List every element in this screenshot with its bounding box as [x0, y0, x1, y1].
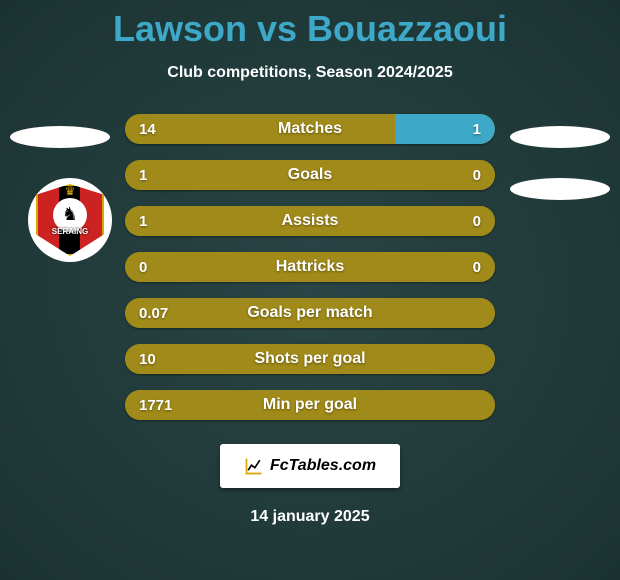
page-subtitle: Club competitions, Season 2024/2025	[0, 64, 620, 82]
stat-label: Hattricks	[125, 252, 495, 282]
page-title: Lawson vs Bouazzaoui	[0, 0, 620, 50]
stat-row: 1771Min per goal	[125, 390, 495, 420]
stat-row: 141Matches	[125, 114, 495, 144]
stat-label: Goals	[125, 160, 495, 190]
stat-label: Goals per match	[125, 298, 495, 328]
player-left-oval	[10, 126, 110, 148]
stat-row: 10Assists	[125, 206, 495, 236]
crest-label: SERAING	[38, 227, 102, 236]
stat-row: 10Goals	[125, 160, 495, 190]
stat-row: 00Hattricks	[125, 252, 495, 282]
stat-row: 10Shots per goal	[125, 344, 495, 374]
crest-crown-icon: ♛	[65, 184, 76, 198]
player-right-oval-2	[510, 178, 610, 200]
player-right-oval-1	[510, 126, 610, 148]
stat-row: 0.07Goals per match	[125, 298, 495, 328]
club-crest-left: ♛ ♞ SERAING	[28, 178, 112, 262]
stat-label: Shots per goal	[125, 344, 495, 374]
brand-badge[interactable]: FcTables.com	[220, 444, 400, 488]
footer-date: 14 january 2025	[0, 508, 620, 526]
chart-icon	[244, 456, 264, 476]
stat-label: Assists	[125, 206, 495, 236]
stat-label: Min per goal	[125, 390, 495, 420]
stats-rows: 141Matches 10Goals 10Assists 00Hattricks 0.0…	[125, 114, 495, 420]
brand-text: FcTables.com	[270, 457, 376, 475]
stat-label: Matches	[125, 114, 495, 144]
